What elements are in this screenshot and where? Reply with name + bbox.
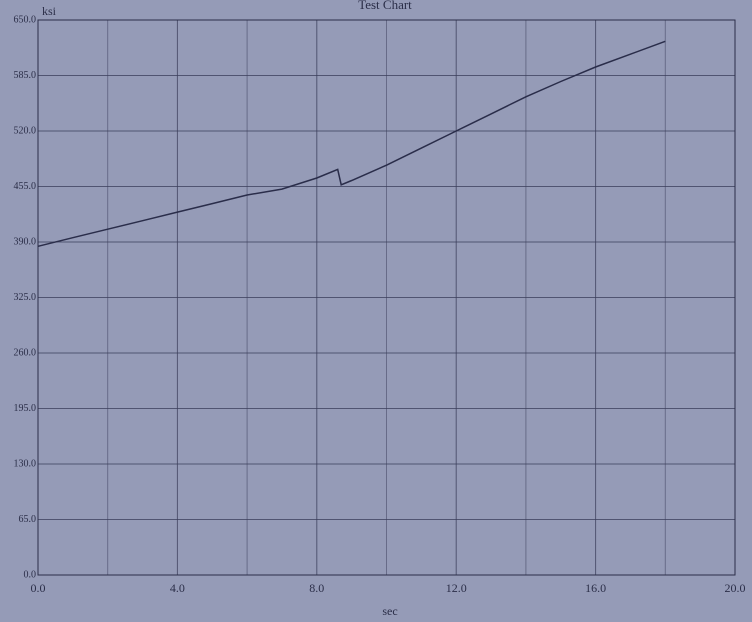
x-tick-label: 8.0 [309,581,324,595]
y-tick-label: 455.0 [14,181,37,192]
y-tick-label: 585.0 [14,70,37,81]
chart-title: Test Chart [358,0,412,12]
data-line [37,40,666,248]
x-axis-label: sec [382,604,397,618]
y-tick-label: 195.0 [14,403,37,414]
x-tick-label: 20.0 [725,581,746,595]
x-tick-label: 4.0 [170,581,185,595]
y-tick-label: 65.0 [19,514,37,525]
y-axis-label: ksi [42,4,57,18]
y-tick-label: 0.0 [24,569,37,580]
y-tick-label: 650.0 [14,14,37,25]
y-tick-label: 260.0 [14,347,37,358]
plot-frame [37,19,736,576]
x-tick-label: 12.0 [446,581,467,595]
x-tick-label: 0.0 [31,581,46,595]
y-tick-label: 390.0 [14,236,37,247]
y-tick-label: 325.0 [14,292,37,303]
x-tick-label: 16.0 [585,581,606,595]
y-tick-label: 520.0 [14,125,37,136]
y-tick-label: 130.0 [14,458,37,469]
